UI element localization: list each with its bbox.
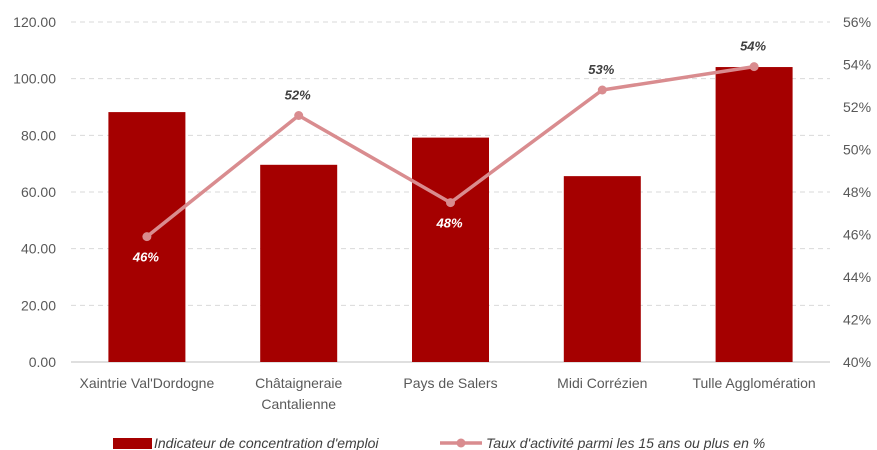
left-tick-label: 80.00 [21,127,56,143]
right-tick-label: 46% [843,227,871,243]
line-point [294,111,304,120]
legend-line-marker [456,438,466,448]
right-tick-label: 40% [843,354,871,370]
left-tick-label: 0.00 [29,354,56,370]
left-tick-label: 120.00 [13,14,56,30]
right-tick-label: 48% [843,184,871,200]
line-point [142,232,152,242]
right-tick-label: 50% [843,142,871,158]
left-tick-label: 100.00 [13,71,56,87]
bar-series [108,67,793,363]
line-point [597,85,607,95]
left-tick-label: 60.00 [21,184,56,200]
right-tick-label: 56% [843,14,871,30]
right-axis: 40% 42% 44% 46% 48% 50% 52% 54% 56% [843,14,871,370]
right-tick-label: 52% [843,99,871,115]
bar [412,137,489,362]
line-point [446,198,455,208]
category-label: Châtaigneraie [255,375,342,391]
right-tick-label: 42% [843,312,871,328]
category-label: Cantalienne [261,396,336,412]
category-label: Pays de Salers [403,375,497,391]
category-label: Xaintrie Val'Dordogne [80,375,215,391]
left-tick-label: 20.00 [21,297,56,313]
right-tick-label: 44% [843,269,871,285]
right-tick-label: 54% [843,57,871,73]
legend-bar-swatch [113,438,152,449]
data-label: 54% [740,39,766,54]
line-series: 46% 52% 48% 53% 54% [132,39,767,265]
category-label: Midi Corrézien [557,375,647,391]
bar [715,67,793,363]
legend: Indicateur de concentration d'emploi Taux… [113,435,765,450]
left-axis: 0.00 20.00 40.00 60.00 80.00 100.00 120.00 [13,14,56,370]
bar [260,164,338,362]
legend-label: Taux d'activité parmi les 15 ans ou plus… [486,435,765,450]
category-axis: Xaintrie Val'Dordogne Châtaigneraie Cantal… [80,375,816,412]
category-label: Tulle Agglomération [692,375,815,391]
data-label: 48% [435,216,462,231]
bar [563,176,641,362]
line-point [749,62,759,72]
data-label: 53% [588,62,614,77]
data-label: 46% [132,250,159,265]
left-tick-label: 40.00 [21,241,56,257]
data-label: 52% [285,88,311,103]
legend-label: Indicateur de concentration d'emploi [154,435,379,450]
